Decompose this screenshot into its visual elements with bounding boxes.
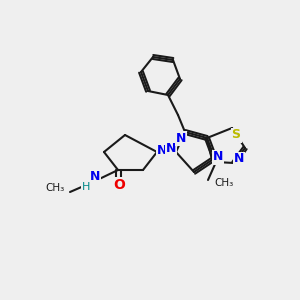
Text: N: N — [157, 143, 167, 157]
Text: S: S — [232, 128, 241, 142]
Text: N: N — [234, 152, 244, 166]
Text: CH₃: CH₃ — [214, 178, 233, 188]
Text: N: N — [166, 142, 176, 155]
Text: O: O — [113, 178, 125, 192]
Text: N: N — [213, 151, 223, 164]
Text: CH₃: CH₃ — [46, 183, 65, 193]
Text: N: N — [90, 170, 100, 184]
Text: N: N — [176, 131, 186, 145]
Text: H: H — [82, 182, 90, 192]
